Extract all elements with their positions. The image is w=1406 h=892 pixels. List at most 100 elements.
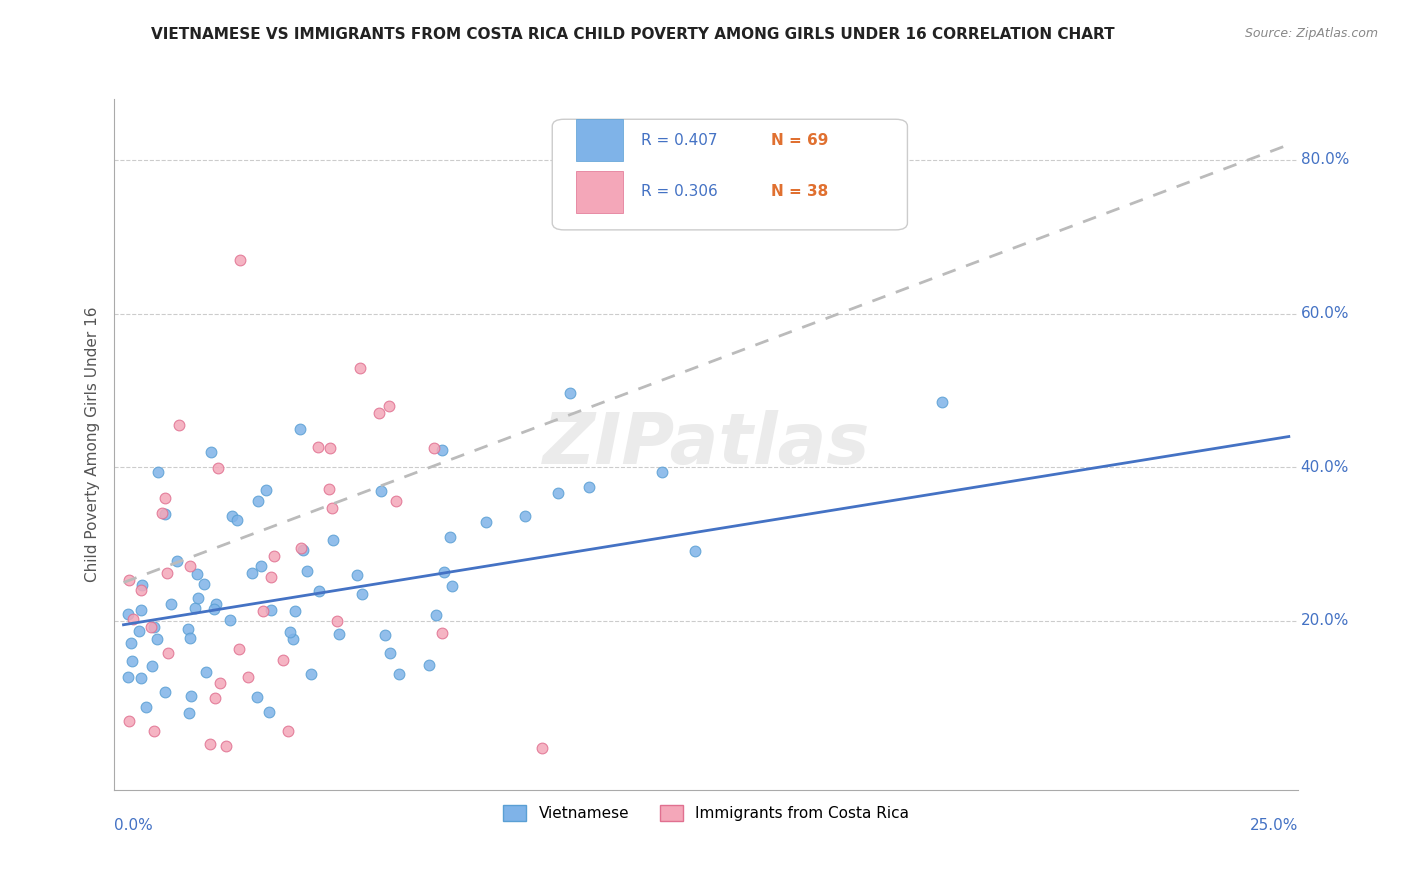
Point	[117, 607, 139, 621]
Point	[118, 573, 141, 587]
Point	[651, 465, 673, 479]
Point	[187, 591, 209, 606]
FancyBboxPatch shape	[553, 120, 907, 230]
Point	[281, 632, 304, 646]
Point	[202, 602, 225, 616]
Point	[129, 583, 152, 598]
Point	[291, 542, 314, 557]
Point	[205, 598, 228, 612]
Y-axis label: Child Poverty Among Girls Under 16: Child Poverty Among Girls Under 16	[86, 307, 100, 582]
Point	[370, 484, 392, 499]
Point	[153, 508, 176, 522]
Point	[153, 491, 176, 505]
Point	[204, 690, 226, 705]
Point	[441, 579, 464, 593]
Point	[931, 395, 953, 409]
Text: VIETNAMESE VS IMMIGRANTS FROM COSTA RICA CHILD POVERTY AMONG GIRLS UNDER 16 CORR: VIETNAMESE VS IMMIGRANTS FROM COSTA RICA…	[150, 27, 1115, 42]
Point	[299, 666, 322, 681]
Point	[135, 699, 157, 714]
Point	[350, 587, 373, 601]
Point	[475, 515, 498, 529]
Point	[156, 646, 179, 660]
Point	[153, 684, 176, 698]
Point	[433, 565, 456, 579]
Point	[177, 706, 200, 720]
Text: 25.0%: 25.0%	[1250, 818, 1298, 832]
Point	[423, 441, 446, 455]
Point	[184, 601, 207, 615]
Point	[229, 252, 252, 267]
Point	[215, 739, 238, 753]
Point	[425, 608, 447, 623]
Point	[349, 361, 371, 376]
Point	[228, 642, 250, 657]
Point	[179, 631, 201, 645]
Point	[240, 566, 263, 581]
Point	[260, 603, 283, 617]
Point	[328, 627, 350, 641]
Point	[166, 554, 188, 568]
Point	[259, 570, 281, 584]
Point	[290, 421, 312, 435]
Text: 0.0%: 0.0%	[114, 818, 153, 832]
Bar	[576, 171, 623, 212]
Point	[143, 620, 166, 634]
Point	[418, 658, 440, 673]
Point	[186, 567, 208, 582]
Point	[236, 670, 259, 684]
Text: N = 69: N = 69	[772, 133, 828, 147]
Text: 60.0%: 60.0%	[1301, 306, 1348, 321]
Text: 20.0%: 20.0%	[1301, 614, 1348, 629]
Point	[346, 568, 368, 582]
Point	[368, 406, 391, 420]
Point	[169, 417, 191, 432]
Point	[160, 597, 183, 611]
Point	[319, 442, 342, 456]
Point	[129, 603, 152, 617]
Point	[218, 613, 240, 627]
Point	[263, 549, 285, 564]
Point	[117, 670, 139, 684]
Text: ZIPatlas: ZIPatlas	[543, 409, 870, 479]
Point	[385, 494, 408, 508]
Point	[378, 646, 401, 660]
Point	[254, 483, 277, 498]
Point	[200, 445, 222, 459]
Point	[122, 612, 145, 626]
Text: 40.0%: 40.0%	[1301, 459, 1348, 475]
Point	[252, 603, 274, 617]
Legend: Vietnamese, Immigrants from Costa Rica: Vietnamese, Immigrants from Costa Rica	[498, 799, 915, 827]
Point	[290, 541, 312, 556]
Point	[432, 626, 454, 640]
Bar	[576, 120, 623, 161]
Point	[198, 738, 221, 752]
Text: R = 0.407: R = 0.407	[641, 133, 717, 147]
Point	[179, 558, 201, 573]
Point	[578, 480, 600, 494]
Point	[307, 440, 329, 454]
Point	[193, 577, 215, 591]
Point	[117, 714, 139, 728]
Point	[221, 508, 243, 523]
Point	[530, 740, 553, 755]
Point	[180, 690, 202, 704]
Text: Source: ZipAtlas.com: Source: ZipAtlas.com	[1244, 27, 1378, 40]
Point	[321, 500, 343, 515]
Point	[432, 442, 454, 457]
Point	[558, 385, 581, 400]
Point	[318, 483, 340, 497]
Point	[146, 465, 169, 479]
Point	[194, 665, 217, 679]
Point	[388, 667, 411, 681]
Point	[142, 724, 165, 739]
Point	[150, 506, 173, 520]
Point	[374, 627, 396, 641]
Point	[513, 508, 536, 523]
Point	[295, 564, 318, 578]
Point	[277, 723, 299, 738]
Point	[322, 533, 344, 548]
Point	[141, 659, 163, 673]
Point	[207, 461, 229, 475]
Point	[129, 671, 152, 685]
Point	[683, 543, 706, 558]
